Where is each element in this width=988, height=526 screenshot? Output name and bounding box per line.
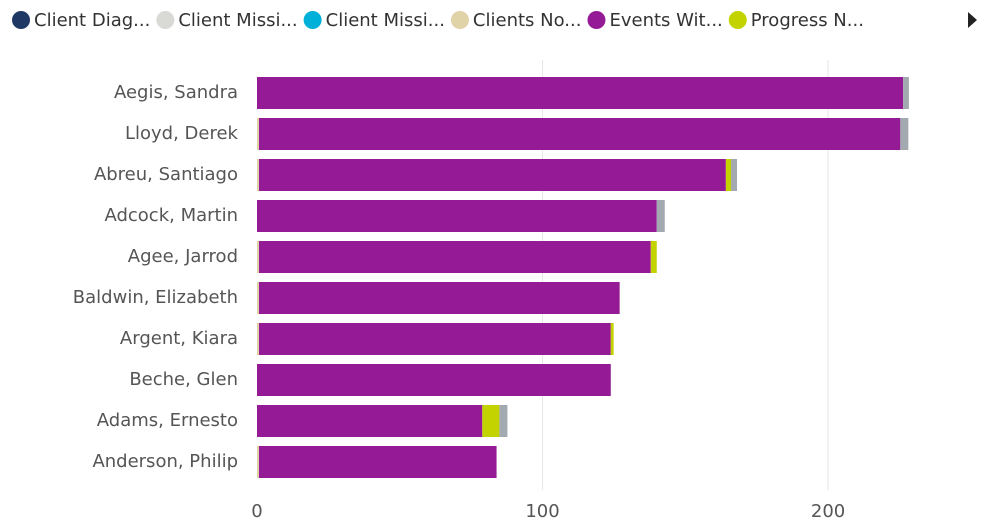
bar-segment <box>258 159 726 191</box>
legend-swatch <box>450 11 469 29</box>
bar-segment <box>257 77 904 109</box>
y-tick-label: Adcock, Martin <box>104 205 238 226</box>
bar-segment <box>258 118 901 150</box>
legend-label: Progress N... <box>751 10 864 31</box>
legend-label: Client Missi... <box>178 10 297 31</box>
bar-segment <box>656 200 665 232</box>
y-tick-label: Adams, Ernesto <box>97 410 238 431</box>
bar-segment <box>257 405 483 437</box>
y-tick-label: Abreu, Santiago <box>94 164 238 185</box>
legend-label: Client Diag... <box>34 10 150 31</box>
y-tick-label: Anderson, Philip <box>92 451 238 472</box>
legend-swatch <box>12 11 30 29</box>
legend-label: Client Missi... <box>326 10 445 31</box>
bar-segment <box>900 118 909 150</box>
bar-segment <box>258 241 651 273</box>
legend-label: Events Wit... <box>609 10 722 31</box>
bar-segment <box>482 405 500 437</box>
y-tick-label: Argent, Kiara <box>120 328 238 349</box>
x-tick-label: 100 <box>525 501 559 522</box>
x-tick-label: 0 <box>251 501 262 522</box>
bar-segment <box>257 159 259 191</box>
bar-segment <box>257 200 657 232</box>
bar-segment <box>725 159 732 191</box>
bar-segment <box>257 323 259 355</box>
bar-segment <box>257 364 611 396</box>
bar-segment <box>257 282 259 314</box>
bar-segment <box>258 323 611 355</box>
bar-segment <box>257 446 259 478</box>
legend-swatch <box>728 11 747 29</box>
y-tick-label: Lloyd, Derek <box>125 123 239 144</box>
legend-label: Clients No... <box>473 10 582 31</box>
legend-swatch <box>156 11 175 29</box>
legend-next-arrow[interactable] <box>968 12 977 28</box>
bar-segment <box>258 282 620 314</box>
bar-segment <box>499 405 508 437</box>
y-tick-label: Agee, Jarrod <box>128 246 238 267</box>
bar-segment <box>731 159 738 191</box>
legend-swatch <box>587 11 606 29</box>
legend-swatch <box>303 11 322 29</box>
x-tick-label: 200 <box>811 501 845 522</box>
bar-segment <box>903 77 909 109</box>
y-tick-label: Aegis, Sandra <box>114 82 238 103</box>
bar-segment <box>610 323 614 355</box>
y-tick-label: Beche, Glen <box>129 369 238 390</box>
bar-segment <box>257 118 259 150</box>
legend: Client Diag... Client Missi... Client Miss… <box>12 10 864 31</box>
bar-segment <box>258 446 497 478</box>
bar-segment <box>257 241 259 273</box>
bar-segment <box>650 241 657 273</box>
y-tick-label: Baldwin, Elizabeth <box>73 287 238 308</box>
